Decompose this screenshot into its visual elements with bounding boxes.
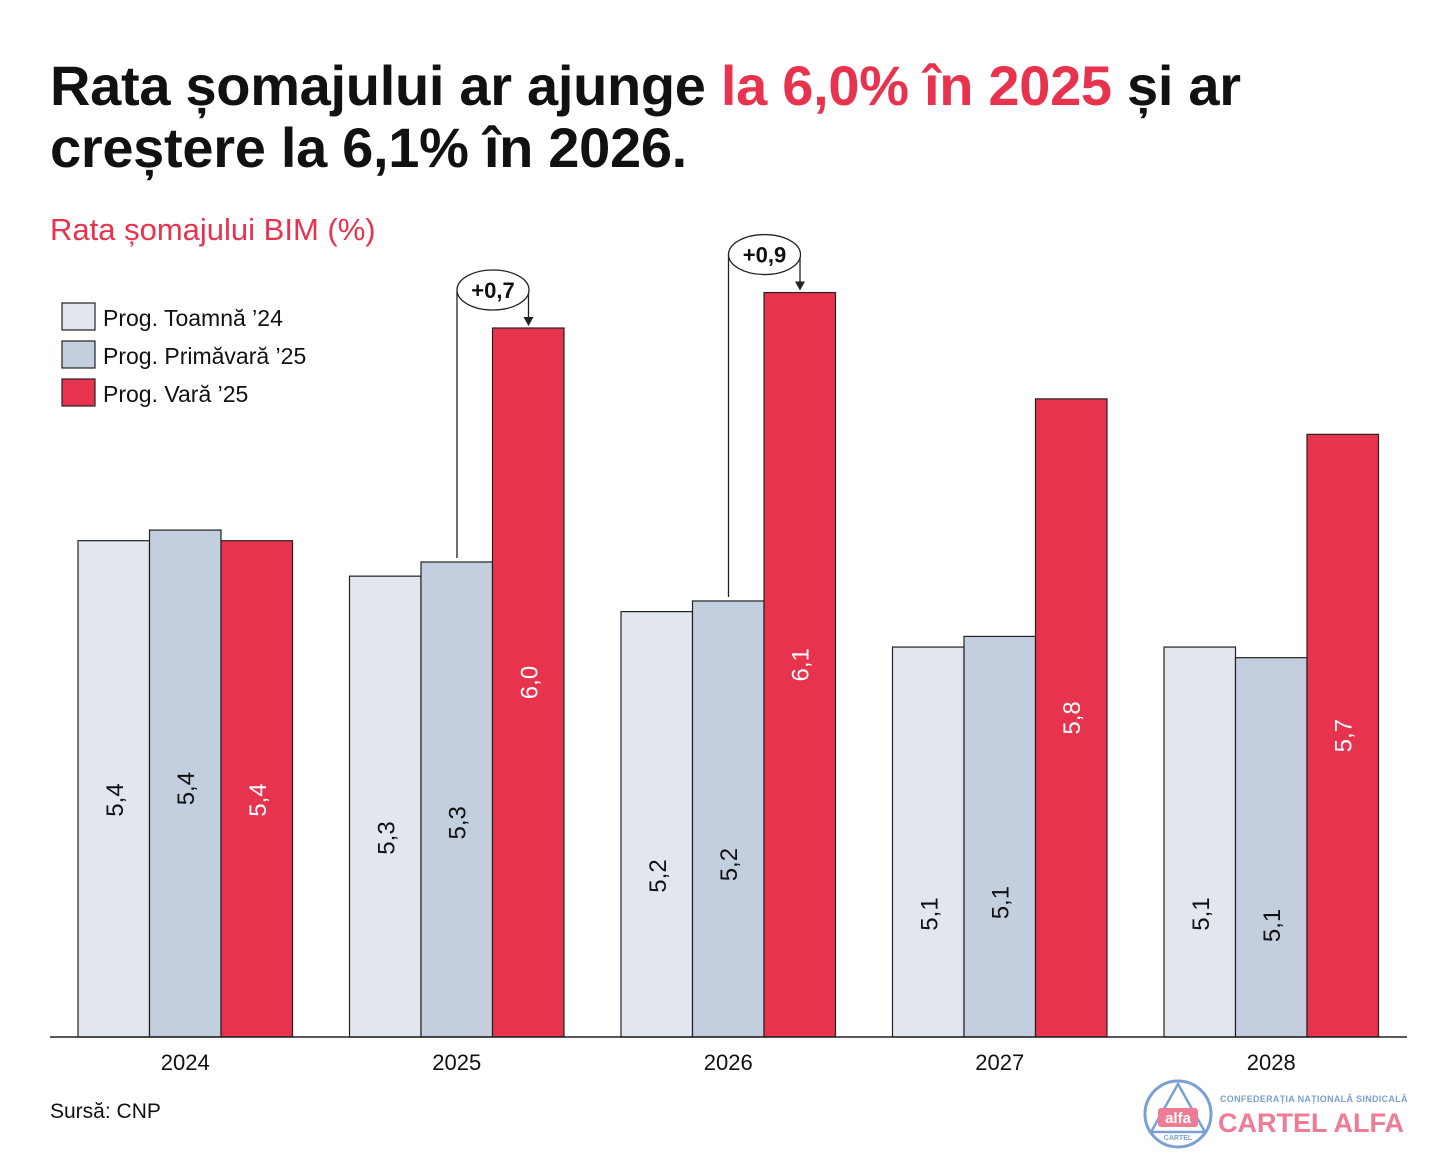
chart-subtitle: Rata șomajului BIM (%): [50, 212, 376, 247]
bar-label-2028-series-2: 5,1: [1259, 909, 1286, 942]
bar-2028-series-2: [1234, 657, 1308, 1038]
logo-mark-bottom: CARTEL: [1164, 1135, 1193, 1142]
x-tick-label-2026: 2026: [704, 1050, 753, 1075]
source-note: Sursă: CNP: [50, 1100, 161, 1123]
bar-label-2026-series-3: 6,1: [788, 648, 815, 681]
bar-label-2025-series-2: 5,3: [445, 806, 472, 839]
bar-2026-series-1: [620, 610, 694, 1038]
bar-2028-series-1: [1163, 646, 1237, 1038]
page-title: Rata șomajului ar ajunge la 6,0% în 2025…: [50, 55, 1430, 179]
bar-label-2024-series-3: 5,4: [245, 783, 272, 816]
bar-label-2027-series-2: 5,1: [988, 886, 1015, 919]
title-highlight: la 6,0% în 2025: [720, 54, 1112, 117]
bar-2027-series-1: [891, 646, 965, 1038]
title-part-2: și ar creștere la 6,1% în 2026.: [50, 54, 1241, 179]
legend-swatch-1: [61, 302, 96, 331]
bar-2024-series-1: [77, 540, 151, 1038]
bar-2024-series-3: [220, 540, 294, 1038]
x-tick-label-2024: 2024: [161, 1050, 210, 1075]
cartel-alfa-logo-mark: alfa CARTEL: [1143, 1079, 1213, 1149]
legend-swatch-2: [61, 340, 96, 369]
bar-label-2024-series-1: 5,4: [102, 783, 129, 816]
logo-top-line: CONFEDERAȚIA NAȚIONALĂ SINDICALĂ: [1220, 1094, 1408, 1104]
bar-label-2028-series-3: 5,7: [1331, 719, 1358, 752]
x-tick-label-2027: 2027: [975, 1050, 1024, 1075]
bar-2025-series-1: [348, 575, 422, 1038]
annotation-label-2025: +0,7: [471, 278, 514, 303]
bar-2025-series-2: [420, 561, 494, 1038]
bar-2028-series-3: [1306, 433, 1380, 1038]
bar-label-2026-series-2: 5,2: [716, 848, 743, 881]
logo-badge: [1158, 1108, 1198, 1127]
annotation-arrowhead-2025: [523, 317, 534, 326]
bar-label-2025-series-3: 6,0: [516, 666, 543, 699]
bar-label-2024-series-2: 5,4: [173, 772, 200, 805]
annotation-bubble-2025: [456, 269, 530, 311]
bar-2026-series-2: [691, 600, 765, 1038]
cartel-alfa-logo: alfa CARTEL CONFEDERAȚIA NAȚIONALĂ SINDI…: [1142, 1078, 1442, 1150]
bar-label-2027-series-3: 5,8: [1059, 701, 1086, 734]
logo-mark-top: alfa: [1165, 1110, 1192, 1127]
bar-label-2025-series-1: 5,3: [373, 821, 400, 854]
legend-swatch-3: [61, 378, 96, 407]
logo-name: CARTEL ALFA: [1218, 1108, 1404, 1138]
title-part-1: Rata șomajului ar ajunge: [50, 54, 721, 117]
bar-label-2026-series-1: 5,2: [645, 859, 672, 892]
legend-label-2: Prog. Primăvară ’25: [103, 343, 306, 369]
bar-label-2028-series-1: 5,1: [1188, 897, 1215, 930]
x-tick-label-2028: 2028: [1247, 1050, 1296, 1075]
annotation-bubble-2026: [727, 233, 802, 276]
annotation-label-2026: +0,9: [743, 243, 786, 268]
annotation-arrowhead-2026: [795, 281, 805, 291]
bar-label-2027-series-1: 5,1: [916, 897, 943, 930]
x-tick-label-2025: 2025: [432, 1050, 481, 1075]
legend-label-3: Prog. Vară ’25: [103, 381, 248, 407]
legend-label-1: Prog. Toamnă ’24: [103, 305, 283, 331]
bar-2027-series-2: [963, 635, 1037, 1038]
bar-2025-series-3: [491, 327, 565, 1038]
bar-2027-series-3: [1034, 398, 1108, 1038]
